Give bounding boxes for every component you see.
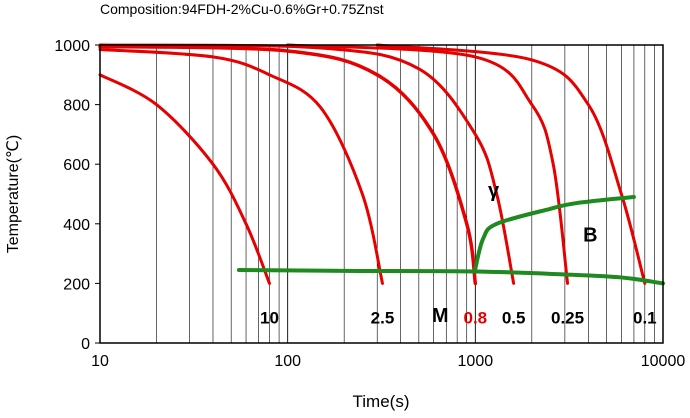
- y-tick-label: 800: [63, 98, 90, 115]
- phase-annotation: M: [432, 305, 449, 327]
- cooling-rate-label: 0.25: [551, 308, 584, 327]
- cooling-rate-label: 0.8: [464, 308, 488, 327]
- cooling-curve-10: [98, 73, 271, 285]
- cooling-curve-2.5: [98, 47, 384, 285]
- y-tick-label: 400: [63, 217, 90, 234]
- y-axis-label: Temperature(℃): [5, 135, 22, 253]
- transformation-curve-lower: [236, 267, 665, 286]
- phase-annotation: B: [583, 225, 597, 247]
- x-tick-label: 1000: [458, 353, 494, 370]
- cooling-rate-label: 10: [260, 308, 279, 327]
- phase-annotation: γ: [488, 180, 500, 202]
- cooling-curve-0.1: [375, 43, 647, 285]
- cooling-rate-label: 0.5: [502, 308, 526, 327]
- y-tick-label: 1000: [54, 38, 90, 55]
- y-tick-label: 200: [63, 276, 90, 293]
- tick-layer: 10 100 1000 10000 0 200 400 600 800 1000: [54, 38, 685, 370]
- y-tick-label: 0: [81, 336, 90, 353]
- x-axis-label: Time(s): [353, 392, 410, 411]
- x-tick-label: 100: [274, 353, 301, 370]
- cooling-curve-0.25: [286, 43, 570, 285]
- label-layer: 10 2.5 0.8 0.5 0.25 0.1 γ B M: [260, 180, 657, 327]
- series-layer: [98, 43, 665, 286]
- cooling-rate-label: 0.1: [633, 308, 657, 327]
- grid-layer: [156, 45, 655, 343]
- cooling-curve-0.5: [98, 43, 516, 285]
- chart-title: Composition:94FDH-2%Cu-0.6%Gr+0.75Znst: [100, 1, 384, 17]
- x-tick-label: 10: [91, 353, 109, 370]
- y-tick-label: 600: [63, 157, 90, 174]
- cooling-rate-label: 2.5: [371, 308, 395, 327]
- cooling-curve-0.8: [98, 44, 478, 286]
- plot-frame: [99, 44, 664, 344]
- x-tick-label: 10000: [641, 353, 686, 370]
- transformation-curve-upper: [473, 194, 636, 271]
